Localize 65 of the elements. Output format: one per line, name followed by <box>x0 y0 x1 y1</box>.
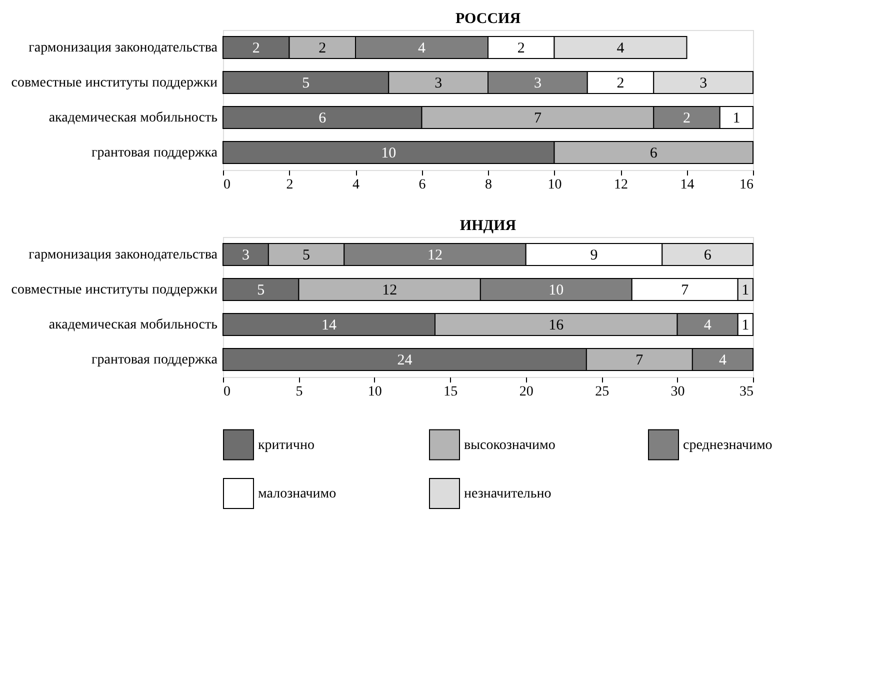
y-tick-label: академическая мобильность <box>48 318 218 332</box>
x-tick-label: 10 <box>368 384 382 400</box>
data-label: 5 <box>302 248 310 264</box>
data-label: 10 <box>548 282 564 298</box>
data-label: 2 <box>616 76 624 92</box>
data-label: 24 <box>397 352 413 368</box>
y-tick-label: совместные институты поддержки <box>11 76 218 90</box>
x-tick-label: 2 <box>286 178 294 192</box>
data-label: 1 <box>732 110 740 126</box>
y-tick-label: грантовая поддержка <box>92 352 218 368</box>
data-label: 9 <box>590 248 598 264</box>
legend-label: высокозначимо <box>464 438 556 453</box>
data-label: 4 <box>418 40 426 56</box>
data-label: 2 <box>252 40 260 56</box>
x-tick-label: 25 <box>595 384 610 400</box>
data-label: 14 <box>322 318 337 334</box>
data-label: 4 <box>704 318 712 334</box>
x-tick-label: 20 <box>519 384 534 400</box>
data-label: 1 <box>742 282 750 298</box>
data-label: 6 <box>650 146 658 162</box>
legend-label: среднезначимо <box>683 438 772 453</box>
legend-label: малозначимо <box>258 486 336 502</box>
y-tick-label: совместные институты поддержки <box>11 282 218 298</box>
data-label: 3 <box>242 248 250 264</box>
y-tick-label: гармонизация законодательства <box>28 248 218 262</box>
x-tick-label: 6 <box>418 178 426 192</box>
data-label: 12 <box>428 248 442 264</box>
data-label: 7 <box>534 110 542 126</box>
data-label: 2 <box>318 40 326 56</box>
data-label: 16 <box>548 318 564 334</box>
y-tick-label: гармонизация законодательства <box>28 40 218 56</box>
x-tick-label: 0 <box>224 178 230 192</box>
x-tick-label: 8 <box>485 178 492 192</box>
data-label: 12 <box>382 282 398 298</box>
x-tick-label: 35 <box>740 384 754 400</box>
data-label: 6 <box>318 110 327 126</box>
data-label: 3 <box>700 76 708 92</box>
data-label: 1 <box>742 318 750 334</box>
chart-title: РОССИЯ <box>455 11 521 27</box>
x-tick-label: 15 <box>444 384 458 400</box>
x-tick-label: 16 <box>740 178 754 192</box>
legend-label: незначительно <box>464 486 552 502</box>
x-tick-label: 0 <box>224 384 230 400</box>
y-tick-label: грантовая поддержка <box>92 146 218 160</box>
data-label: 6 <box>704 248 712 264</box>
data-label: 4 <box>616 40 625 56</box>
x-tick-label: 5 <box>296 384 303 400</box>
data-label: 5 <box>257 282 265 298</box>
data-label: 3 <box>534 76 542 92</box>
data-label: 2 <box>517 40 525 56</box>
data-label: 7 <box>681 282 690 298</box>
data-label: 2 <box>683 110 690 126</box>
x-tick-label: 14 <box>680 178 694 192</box>
x-tick-label: 30 <box>670 384 685 400</box>
x-tick-label: 4 <box>352 178 360 192</box>
data-label: 7 <box>636 352 644 368</box>
data-label: 4 <box>718 352 727 368</box>
legend-label: критично <box>258 438 314 453</box>
data-label: 3 <box>434 76 442 92</box>
x-tick-label: 10 <box>548 178 562 192</box>
data-label: 10 <box>381 146 396 162</box>
data-label: 5 <box>302 76 310 92</box>
x-tick-label: 12 <box>614 178 628 192</box>
y-tick-label: академическая мобильность <box>48 110 218 126</box>
chart-title: ИНДИЯ <box>460 218 516 234</box>
